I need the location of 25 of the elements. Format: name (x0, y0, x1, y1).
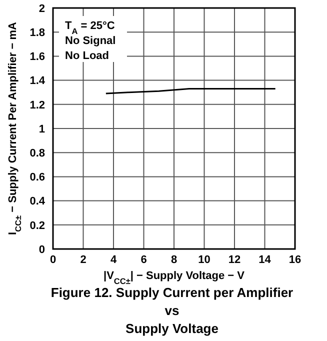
x-tick-label: 4 (110, 254, 118, 266)
y-tick-label: 1.2 (30, 99, 45, 112)
x-tick-label: 6 (140, 254, 147, 266)
y-tick-label: 2 (38, 2, 45, 15)
y-tick-label: 0 (38, 244, 45, 256)
x-tick-label: 14 (258, 254, 272, 266)
y-tick-label: 0.2 (30, 220, 45, 232)
x-tick-label: 2 (80, 254, 86, 266)
y-tick-label: 1.8 (30, 26, 45, 39)
annotation: No Load (65, 50, 109, 62)
annotation: No Signal (65, 35, 116, 47)
y-tick-label: 1.4 (30, 75, 46, 88)
x-tick-label: 0 (50, 254, 56, 266)
x-axis-title: |V$_{CC±}$| − Supply Voltage − V (104, 270, 246, 286)
x-tick-label: 12 (228, 254, 241, 266)
y-tick-label: 1 (38, 123, 45, 136)
annotation: T$_{A}$ = 25°C (65, 20, 115, 36)
x-tick-label: 16 (288, 254, 302, 266)
y-tick-label: 0.6 (30, 172, 45, 184)
x-tick-label: 8 (170, 254, 178, 266)
y-tick-label: 1.6 (30, 51, 45, 64)
x-tick-label: 10 (198, 254, 210, 266)
text: Figure 12. Supply Current per Amplifier vs Supply Voltage (50, 285, 294, 336)
y-tick-label: 0.8 (30, 147, 45, 160)
y-tick-label: 0.4 (30, 196, 46, 208)
